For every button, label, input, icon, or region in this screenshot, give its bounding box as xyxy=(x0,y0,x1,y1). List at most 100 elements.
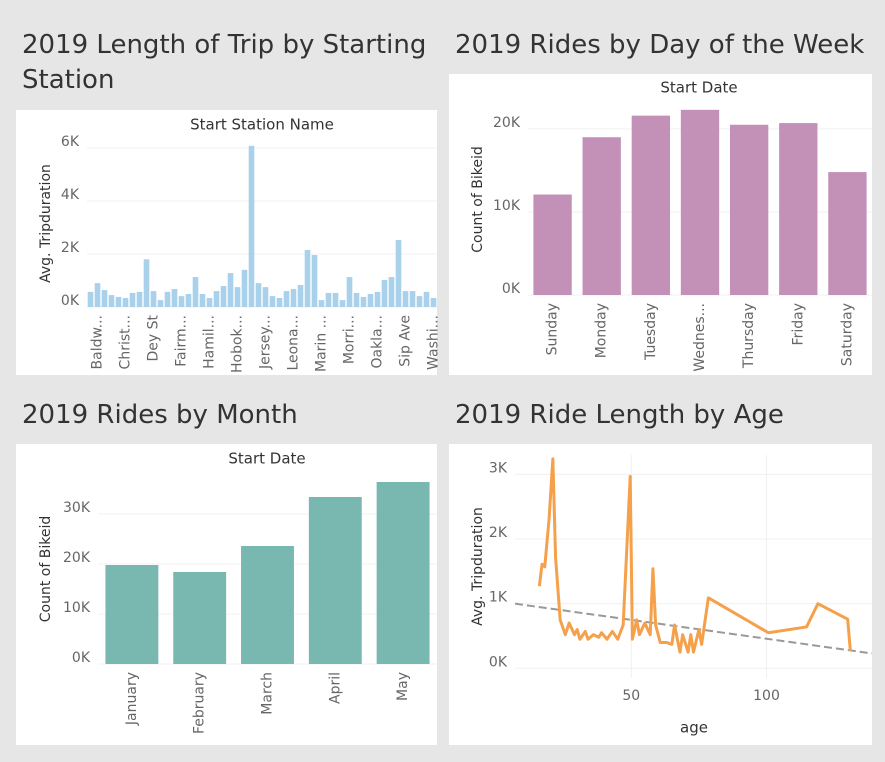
bar xyxy=(339,300,346,307)
y-tick-label: 2K xyxy=(61,240,80,256)
x-tick-label: Sip Ave xyxy=(398,315,414,367)
bar xyxy=(173,572,227,664)
bar xyxy=(376,482,430,664)
bar xyxy=(395,239,402,307)
x-tick-label: Wednes... xyxy=(692,303,708,372)
y-tick-label: 10K xyxy=(493,198,521,214)
bar xyxy=(227,273,234,307)
bar xyxy=(87,291,94,307)
chart-title: 2019 Rides by Month xyxy=(22,400,298,430)
x-axis-title: Start Date xyxy=(228,450,305,468)
panel xyxy=(449,444,872,745)
bar xyxy=(729,124,769,296)
bar xyxy=(157,300,164,307)
bar xyxy=(178,296,185,307)
line xyxy=(537,457,852,654)
bar xyxy=(680,109,720,295)
y-tick-label: 20K xyxy=(493,115,521,131)
bar xyxy=(311,255,318,307)
bar xyxy=(374,291,381,307)
y-tick-label: 20K xyxy=(63,550,91,566)
bar xyxy=(325,292,332,307)
bar xyxy=(248,145,255,307)
bar xyxy=(213,291,220,307)
bar xyxy=(402,291,409,307)
y-axis-title: Avg. Tripduration xyxy=(470,507,486,626)
x-tick-label: Baldw... xyxy=(90,315,106,369)
x-tick-label: Hobok... xyxy=(230,315,246,373)
panel xyxy=(16,444,437,745)
y-tick-label: 10K xyxy=(63,600,91,616)
x-tick-label: 100 xyxy=(753,688,780,704)
bar xyxy=(631,115,671,295)
bar xyxy=(108,295,115,307)
bar xyxy=(388,277,395,307)
x-axis-title: age xyxy=(680,719,708,737)
x-tick-label: 50 xyxy=(622,688,640,704)
x-tick-label: Christ... xyxy=(118,315,134,369)
y-tick-label: 3K xyxy=(489,460,508,476)
y-tick-label: 1K xyxy=(489,590,508,606)
x-tick-label: Sunday xyxy=(545,303,561,355)
x-axis-title: Start Station Name xyxy=(190,116,334,134)
bar xyxy=(381,279,388,307)
x-tick-label: February xyxy=(192,672,208,734)
bar xyxy=(105,565,159,664)
bar xyxy=(297,284,304,307)
bar xyxy=(283,291,290,307)
bar xyxy=(136,291,143,307)
bar xyxy=(318,300,325,307)
bar xyxy=(332,292,339,307)
bar xyxy=(533,194,572,295)
bar xyxy=(423,291,430,307)
x-tick-label: Leona... xyxy=(286,315,302,371)
bar xyxy=(94,283,101,307)
bar xyxy=(192,277,199,307)
x-tick-label: Friday xyxy=(790,303,806,345)
bar xyxy=(150,291,157,307)
x-tick-label: Hamil... xyxy=(202,315,218,369)
bar xyxy=(360,296,367,307)
bar xyxy=(430,297,437,307)
x-tick-label: April xyxy=(327,672,343,704)
bar xyxy=(143,259,150,307)
bar xyxy=(115,296,122,307)
bar xyxy=(409,291,416,307)
x-tick-label: Washi... xyxy=(426,315,442,370)
x-tick-label: Tuesday xyxy=(643,303,659,361)
x-tick-label: Monday xyxy=(594,303,610,358)
x-tick-label: Marin ... xyxy=(314,315,330,372)
x-tick-label: January xyxy=(124,672,140,726)
x-tick-label: Saturday xyxy=(839,303,855,366)
y-tick-label: 30K xyxy=(63,500,91,516)
bar xyxy=(304,250,311,307)
y-tick-label: 6K xyxy=(61,134,80,150)
chart-title: 2019 Length of Trip by Starting Station xyxy=(22,30,427,95)
bar xyxy=(171,288,178,307)
x-tick-label: Morri... xyxy=(342,315,358,364)
x-tick-label: Jersey... xyxy=(258,315,274,370)
bar xyxy=(828,172,867,295)
bar xyxy=(276,297,283,307)
bar xyxy=(262,287,269,307)
bar xyxy=(206,297,213,307)
bar xyxy=(101,290,108,307)
bar xyxy=(779,123,818,295)
bar xyxy=(269,296,276,307)
bar xyxy=(290,288,297,307)
bar xyxy=(241,546,294,664)
x-tick-label: Oakla... xyxy=(370,315,386,369)
x-tick-label: Dey St xyxy=(146,315,162,362)
chart-title: 2019 Rides by Day of the Week xyxy=(455,30,865,60)
y-tick-label: 0K xyxy=(489,654,508,670)
y-tick-label: 4K xyxy=(61,187,80,203)
bar xyxy=(129,292,136,307)
bar xyxy=(255,283,262,307)
chart-title: 2019 Ride Length by Age xyxy=(455,400,784,430)
trend-line xyxy=(514,602,873,655)
y-tick-label: 0K xyxy=(72,650,91,666)
bar xyxy=(185,294,192,307)
x-tick-label: Thursday xyxy=(741,303,757,369)
